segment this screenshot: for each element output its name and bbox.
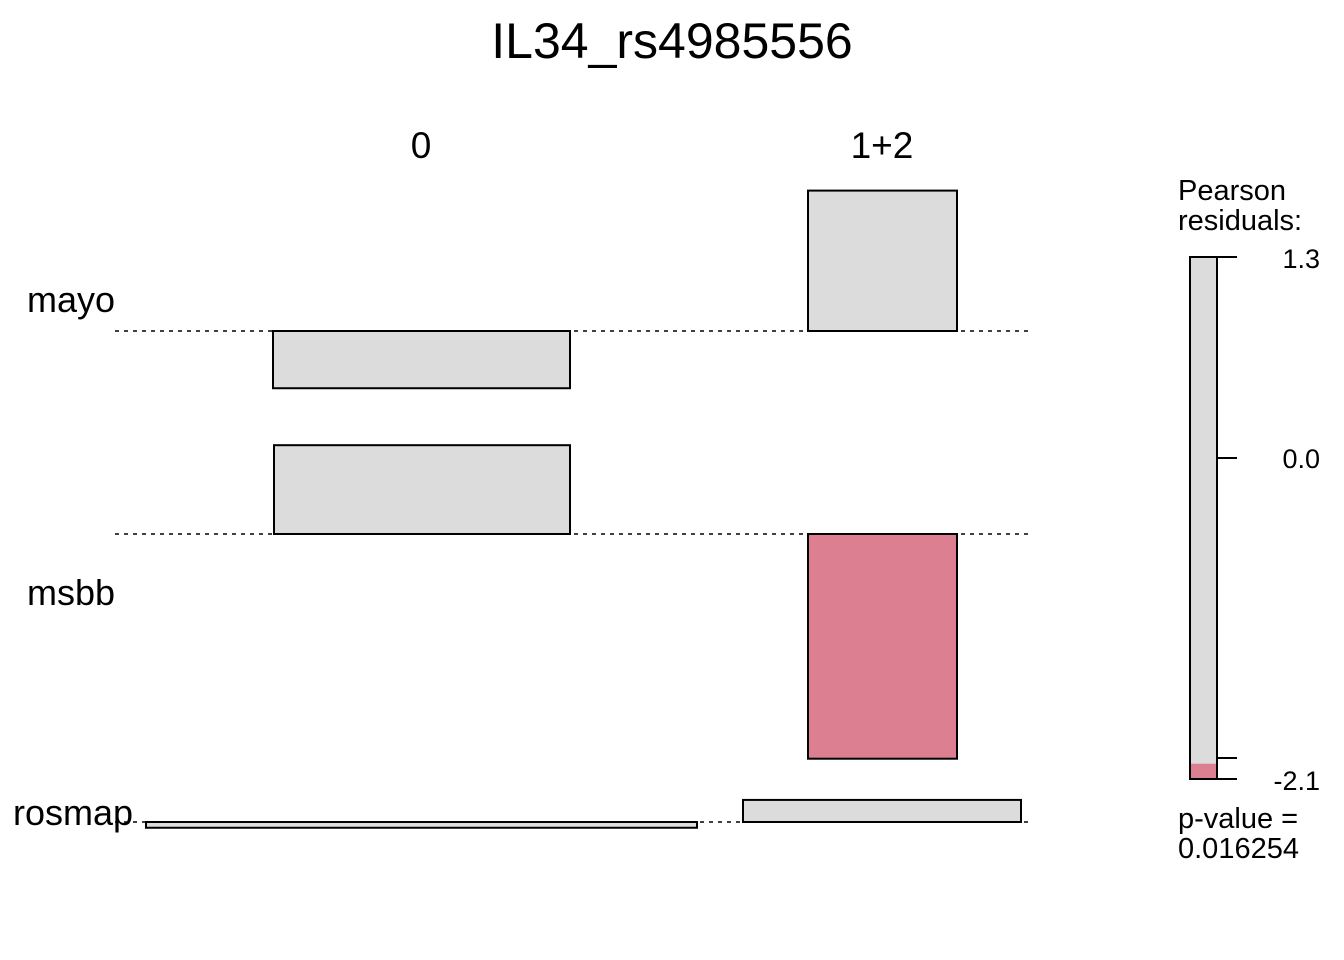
tile-msbb-0 (273, 444, 571, 535)
legend-title-line1: Pearson (1178, 175, 1286, 207)
legend: Pearson residuals: 1.3 0.0 -2.1 p-value … (1178, 175, 1320, 865)
legend-color-bar (1189, 256, 1218, 780)
row-label-mayo: mayo (27, 279, 115, 320)
row-label-msbb: msbb (27, 572, 115, 613)
chart-title: IL34_rs4985556 (491, 13, 852, 69)
tile-msbb-1plus2 (807, 533, 958, 760)
column-label-0: 0 (411, 125, 432, 166)
legend-bar-negative (1190, 763, 1217, 779)
tile-mayo-0 (272, 330, 571, 390)
legend-title-line2: residuals: (1178, 205, 1302, 237)
column-label-1plus2: 1+2 (851, 125, 914, 166)
row-label-rosmap: rosmap (13, 792, 133, 833)
tile-rosmap-0 (145, 821, 698, 829)
legend-tick-label-min: -2.1 (1273, 766, 1320, 796)
residual-tiles (145, 189, 1022, 829)
legend-bar-neutral (1190, 257, 1217, 764)
legend-bar-outline (1189, 256, 1218, 780)
tile-mayo-1plus2 (807, 189, 958, 332)
pvalue-label: p-value = (1178, 803, 1298, 835)
legend-tick-label-max: 1.3 (1282, 244, 1320, 274)
tile-rosmap-1plus2 (742, 798, 1022, 823)
legend-tick-label-zero: 0.0 (1282, 444, 1320, 474)
pvalue-value: 0.016254 (1178, 833, 1299, 865)
